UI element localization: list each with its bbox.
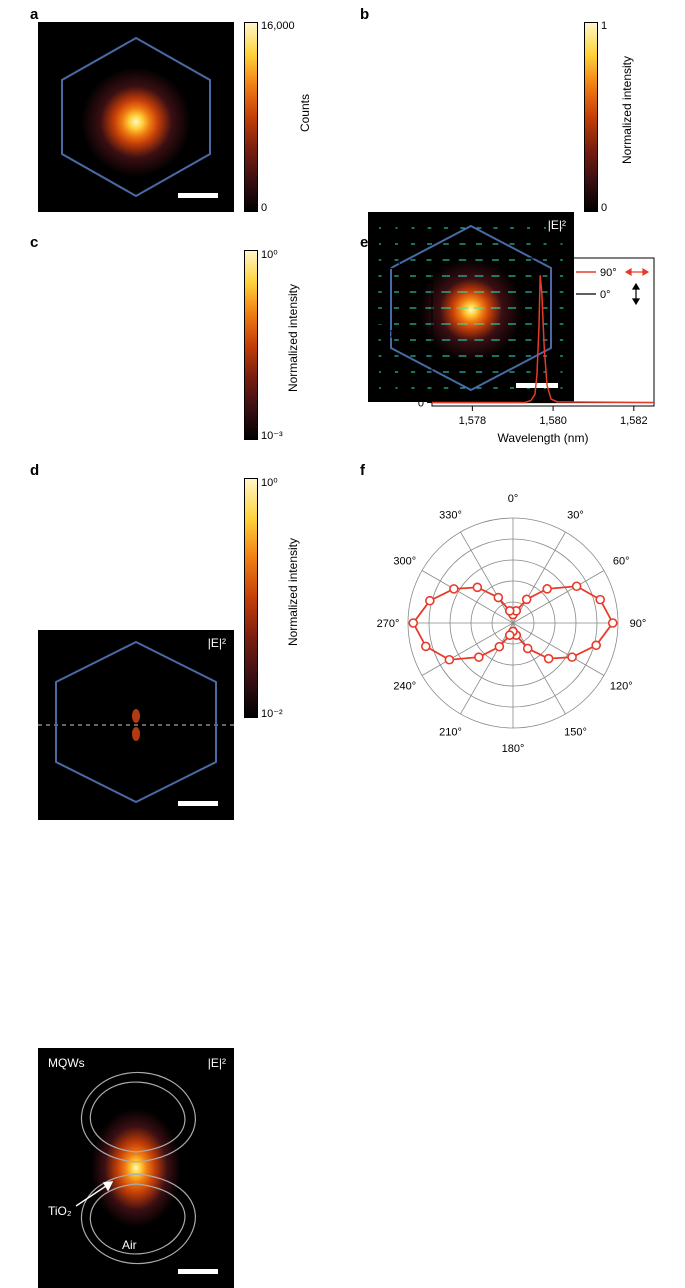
panel-e-chart: 1,578 1,580 1,582 0 1 × 10⁶ 2 × 10⁶ Wavelength… — [368, 248, 664, 448]
panel-a-heatmap — [38, 22, 234, 212]
panel-b-annotation: |E|² — [548, 218, 566, 232]
scalebar-icon — [178, 1269, 218, 1274]
svg-text:2 × 10⁶: 2 × 10⁶ — [389, 260, 424, 272]
svg-text:Wavelength (nm): Wavelength (nm) — [498, 431, 589, 445]
svg-text:330°: 330° — [439, 510, 462, 522]
panel-a-colorbar: 16,000 0 Counts — [244, 22, 258, 212]
colorbar-min: 10⁻² — [261, 707, 283, 720]
colorbar-axis-label: Normalized intensity — [286, 284, 300, 392]
colorbar-min: 0 — [601, 202, 607, 214]
panel-c-annotation: |E|² — [208, 636, 226, 650]
svg-text:90°: 90° — [600, 267, 617, 279]
svg-text:Counts: Counts — [371, 313, 385, 351]
colorbar-axis-label: Normalized intensity — [620, 56, 634, 164]
colorbar-min: 0 — [261, 202, 267, 214]
svg-text:270°: 270° — [377, 618, 400, 630]
svg-text:1 × 10⁶: 1 × 10⁶ — [389, 329, 424, 341]
panel-d-heatmap: MQWs |E|² TiO₂ Air — [38, 1048, 234, 1288]
colorbar — [244, 22, 258, 212]
colorbar-max: 10⁰ — [261, 476, 278, 489]
colorbar-axis-label: Normalized intensity — [286, 538, 300, 646]
svg-text:60°: 60° — [613, 556, 630, 568]
svg-text:1,580: 1,580 — [539, 415, 567, 427]
svg-text:120°: 120° — [610, 681, 633, 693]
svg-text:1,578: 1,578 — [459, 415, 487, 427]
colorbar-max: 10⁰ — [261, 248, 278, 261]
panel-c-content — [38, 630, 234, 820]
svg-text:300°: 300° — [393, 556, 416, 568]
panel-d-label: d — [30, 462, 39, 479]
colorbar — [244, 478, 258, 718]
svg-text:0: 0 — [418, 398, 424, 410]
svg-text:240°: 240° — [393, 681, 416, 693]
svg-text:210°: 210° — [439, 726, 462, 738]
mqws-label: MQWs — [48, 1056, 85, 1070]
colorbar — [244, 250, 258, 440]
panel-d-annotation: |E|² — [208, 1056, 226, 1070]
tio2-label: TiO₂ — [48, 1204, 72, 1218]
colorbar-min: 10⁻³ — [261, 429, 283, 442]
colorbar-max: 16,000 — [261, 20, 295, 32]
air-label: Air — [122, 1238, 137, 1252]
panel-d-colorbar: 10⁰ 10⁻² Normalized intensity — [244, 478, 258, 718]
figure: a 16,000 0 Counts b — [0, 0, 685, 786]
panel-f-polar: 0° 30° 60° 90° 120° 150° 180° 210° 240° 270° 300° 3… — [358, 478, 668, 768]
svg-text:0°: 0° — [508, 493, 519, 505]
svg-text:1,582: 1,582 — [620, 415, 648, 427]
colorbar — [584, 22, 598, 212]
colorbar-max: 1 — [601, 20, 607, 32]
panel-b-label: b — [360, 6, 369, 23]
panel-c-heatmap: |E|² — [38, 630, 234, 820]
colorbar-axis-label: Counts — [298, 94, 312, 132]
svg-text:180°: 180° — [502, 743, 525, 755]
panel-f-label: f — [360, 462, 365, 479]
panel-c-label: c — [30, 234, 38, 251]
scalebar-icon — [178, 801, 218, 806]
panel-b-colorbar: 1 0 Normalized intensity — [584, 22, 598, 212]
panel-c-colorbar: 10⁰ 10⁻³ Normalized intensity — [244, 250, 258, 440]
svg-text:30°: 30° — [567, 510, 584, 522]
scalebar-icon — [178, 193, 218, 198]
panel-d-content — [38, 1048, 234, 1288]
svg-text:90°: 90° — [630, 618, 647, 630]
svg-text:150°: 150° — [564, 726, 587, 738]
panel-a-content — [38, 22, 234, 212]
panel-a-label: a — [30, 6, 38, 23]
svg-text:0°: 0° — [600, 289, 611, 301]
